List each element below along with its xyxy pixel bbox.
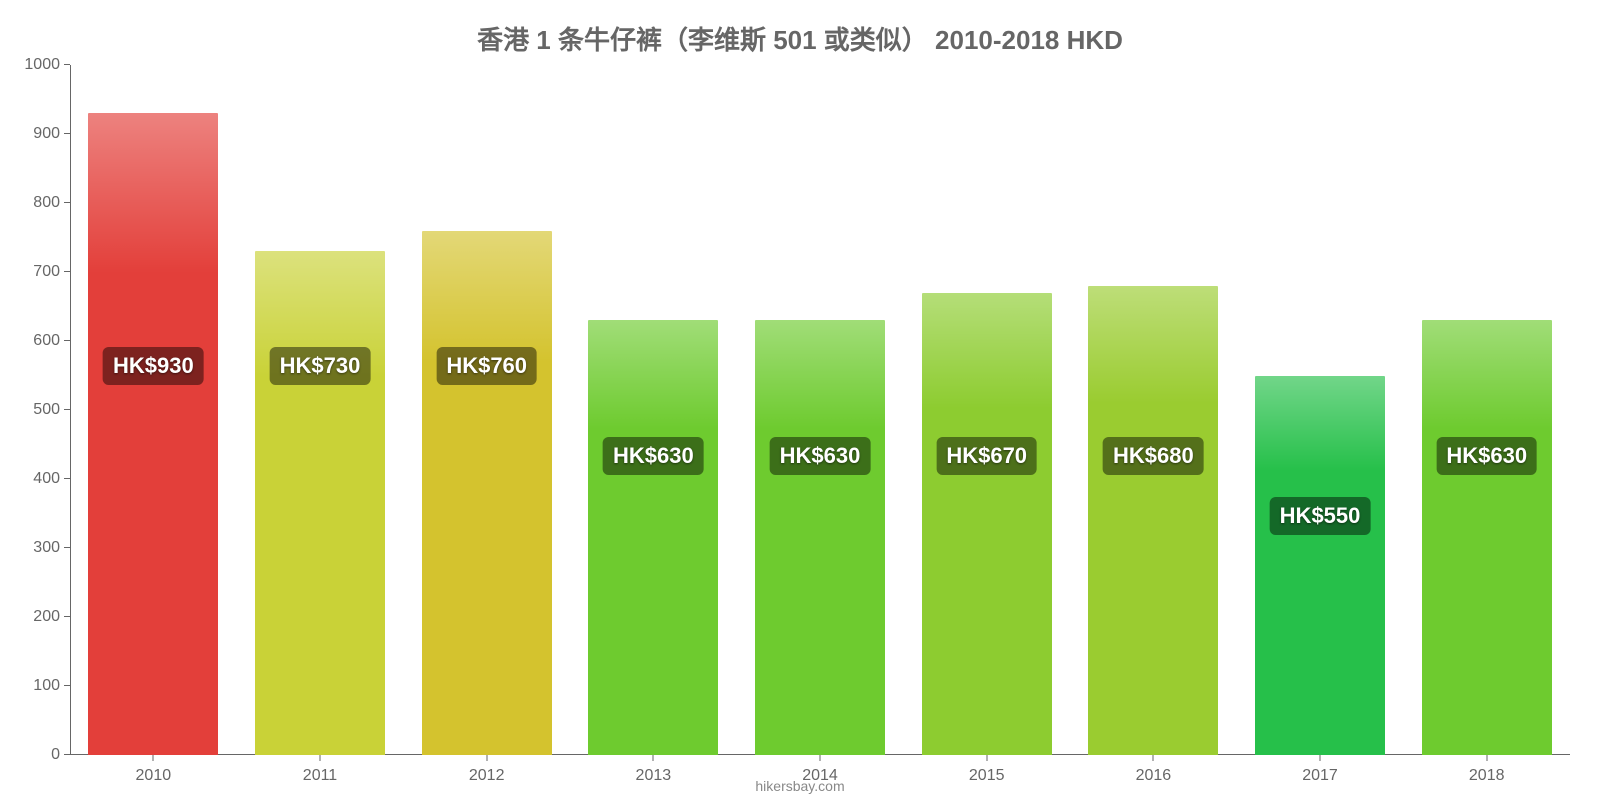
bar-highlight <box>88 113 218 755</box>
bars-group: HK$9302010HK$7302011HK$7602012HK$6302013… <box>70 65 1570 755</box>
x-tick-mark <box>1320 755 1321 761</box>
bar-value-label: HK$550 <box>1270 497 1371 535</box>
bar-slot: HK$7602012 <box>403 65 570 755</box>
bar <box>588 320 718 755</box>
x-tick-mark <box>153 755 154 761</box>
chart-source: hikersbay.com <box>0 778 1600 794</box>
bar-slot: HK$6302018 <box>1403 65 1570 755</box>
x-tick-mark <box>986 755 987 761</box>
bar-slot: HK$6302014 <box>737 65 904 755</box>
bar-value-label: HK$760 <box>436 347 537 385</box>
bar-value-label: HK$930 <box>103 347 204 385</box>
bar <box>422 231 552 755</box>
y-tick-label: 300 <box>33 539 60 557</box>
price-bar-chart: 香港 1 条牛仔裤（李维斯 501 或类似） 2010-2018 HKD 010… <box>0 0 1600 800</box>
bar-highlight <box>1088 286 1218 755</box>
bar-value-label: HK$680 <box>1103 437 1204 475</box>
bar-slot: HK$5502017 <box>1237 65 1404 755</box>
bar <box>1088 286 1218 755</box>
bar-highlight <box>922 293 1052 755</box>
y-tick-label: 800 <box>33 194 60 212</box>
bar-slot: HK$6802016 <box>1070 65 1237 755</box>
bar-value-label: HK$730 <box>270 347 371 385</box>
bar-slot: HK$6302013 <box>570 65 737 755</box>
x-tick-mark <box>1153 755 1154 761</box>
x-tick-mark <box>820 755 821 761</box>
bar <box>255 251 385 755</box>
y-tick-label: 400 <box>33 470 60 488</box>
bar-slot: HK$9302010 <box>70 65 237 755</box>
bar <box>922 293 1052 755</box>
x-tick-mark <box>1486 755 1487 761</box>
y-tick-label: 1000 <box>24 56 60 74</box>
bar-slot: HK$6702015 <box>903 65 1070 755</box>
bar-highlight <box>1255 376 1385 756</box>
bar-highlight <box>422 231 552 755</box>
bar-highlight <box>1422 320 1552 755</box>
y-tick-label: 700 <box>33 263 60 281</box>
x-tick-mark <box>653 755 654 761</box>
bar <box>1255 376 1385 756</box>
bar-highlight <box>255 251 385 755</box>
x-tick-mark <box>486 755 487 761</box>
bar-value-label: HK$630 <box>603 437 704 475</box>
y-tick-label: 500 <box>33 401 60 419</box>
y-tick-label: 600 <box>33 332 60 350</box>
bar-value-label: HK$630 <box>770 437 871 475</box>
y-tick-label: 100 <box>33 677 60 695</box>
bar <box>88 113 218 755</box>
bar-highlight <box>755 320 885 755</box>
y-tick-label: 900 <box>33 125 60 143</box>
bar <box>1422 320 1552 755</box>
plot-area: 01002003004005006007008009001000 HK$9302… <box>70 65 1570 755</box>
bar <box>755 320 885 755</box>
y-tick-label: 200 <box>33 608 60 626</box>
chart-title: 香港 1 条牛仔裤（李维斯 501 或类似） 2010-2018 HKD <box>0 20 1600 57</box>
bar-highlight <box>588 320 718 755</box>
y-tick-label: 0 <box>51 746 60 764</box>
bar-slot: HK$7302011 <box>237 65 404 755</box>
bar-value-label: HK$670 <box>936 437 1037 475</box>
bar-value-label: HK$630 <box>1436 437 1537 475</box>
x-tick-mark <box>320 755 321 761</box>
